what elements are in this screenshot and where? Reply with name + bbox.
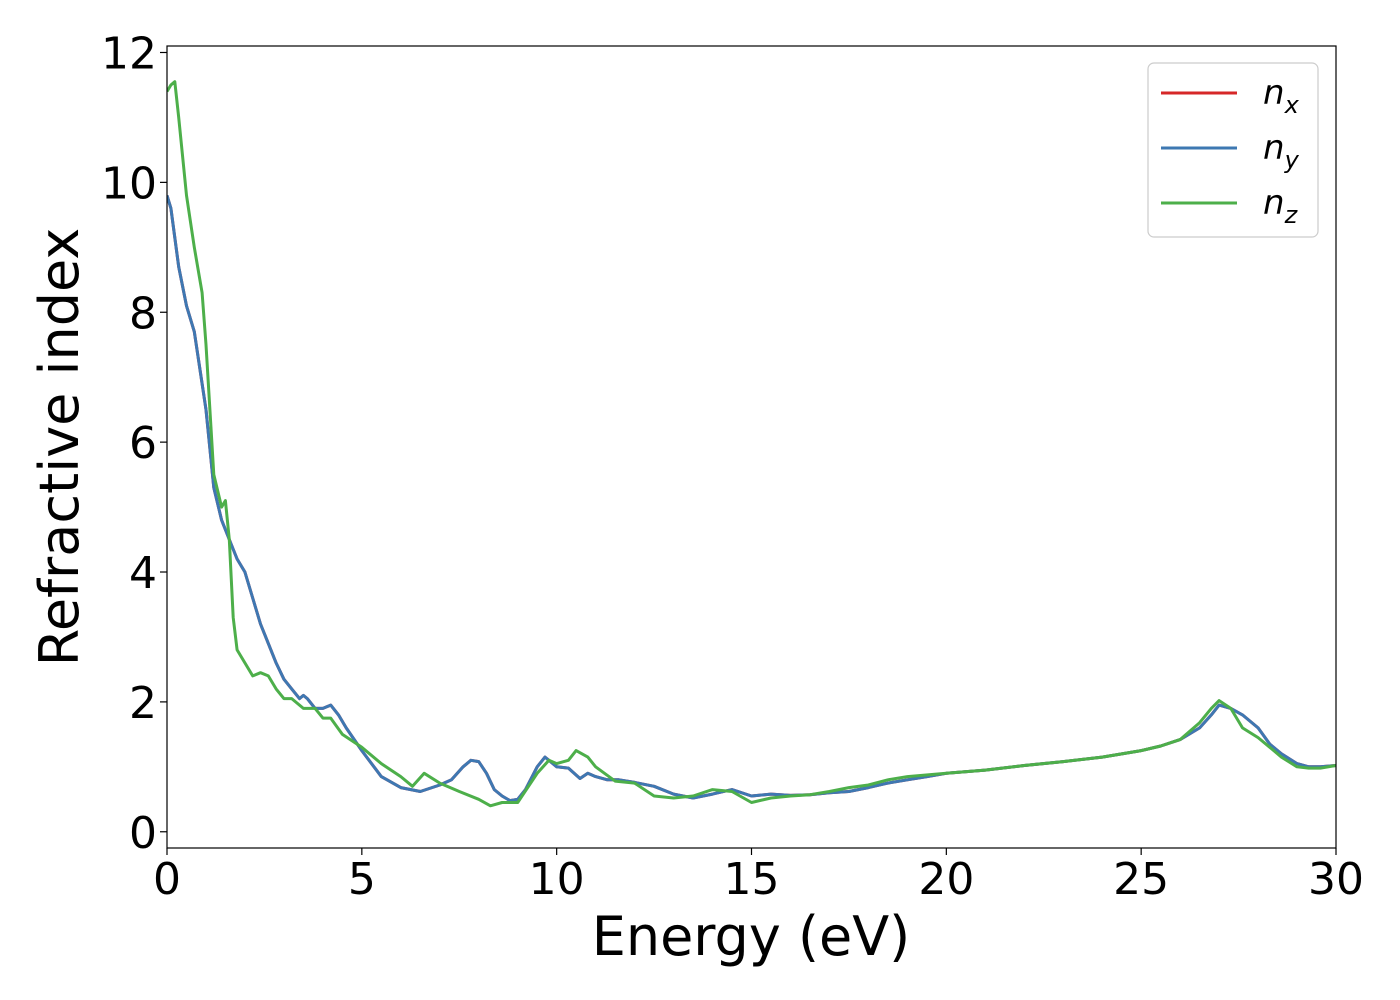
y-tick-label: 0 (129, 808, 157, 859)
y-axis-title: Refractive index (28, 228, 91, 667)
legend-label-base: n (1263, 73, 1285, 113)
legend-box (1147, 62, 1319, 238)
legend-label-subscript: y (1284, 146, 1300, 174)
y-axis-ticks: 0 2 4 6 8 10 12 (101, 28, 167, 859)
y-tick-label: 4 (129, 548, 157, 599)
y-tick-label: 12 (101, 28, 157, 79)
legend-label-subscript: x (1284, 91, 1300, 119)
x-tick-label: 25 (1113, 854, 1169, 905)
legend-label-base: n (1263, 128, 1285, 168)
x-axis-title: Energy (eV) (592, 905, 911, 968)
x-tick-label: 15 (724, 854, 780, 905)
series-line-x (167, 194, 1336, 803)
x-tick-label: 20 (918, 854, 974, 905)
x-axis-ticks: 0 5 10 15 20 25 30 (153, 848, 1364, 905)
legend-label-y: ny (1263, 128, 1300, 174)
x-tick-label: 5 (348, 854, 376, 905)
x-tick-label: 30 (1308, 854, 1364, 905)
y-tick-label: 2 (129, 678, 157, 729)
legend-label-x: nx (1263, 73, 1300, 119)
y-tick-label: 6 (129, 418, 157, 469)
legend-label-subscript: z (1284, 201, 1299, 229)
series-line-z (167, 80, 1336, 808)
series-line-y (167, 194, 1336, 803)
series-layer (167, 80, 1336, 808)
x-tick-label: 0 (153, 854, 181, 905)
legend-label-base: n (1263, 183, 1285, 223)
legend-label-z: nz (1263, 183, 1299, 229)
y-tick-label: 10 (101, 158, 157, 209)
x-tick-label: 10 (529, 854, 585, 905)
y-tick-label: 8 (129, 288, 157, 339)
